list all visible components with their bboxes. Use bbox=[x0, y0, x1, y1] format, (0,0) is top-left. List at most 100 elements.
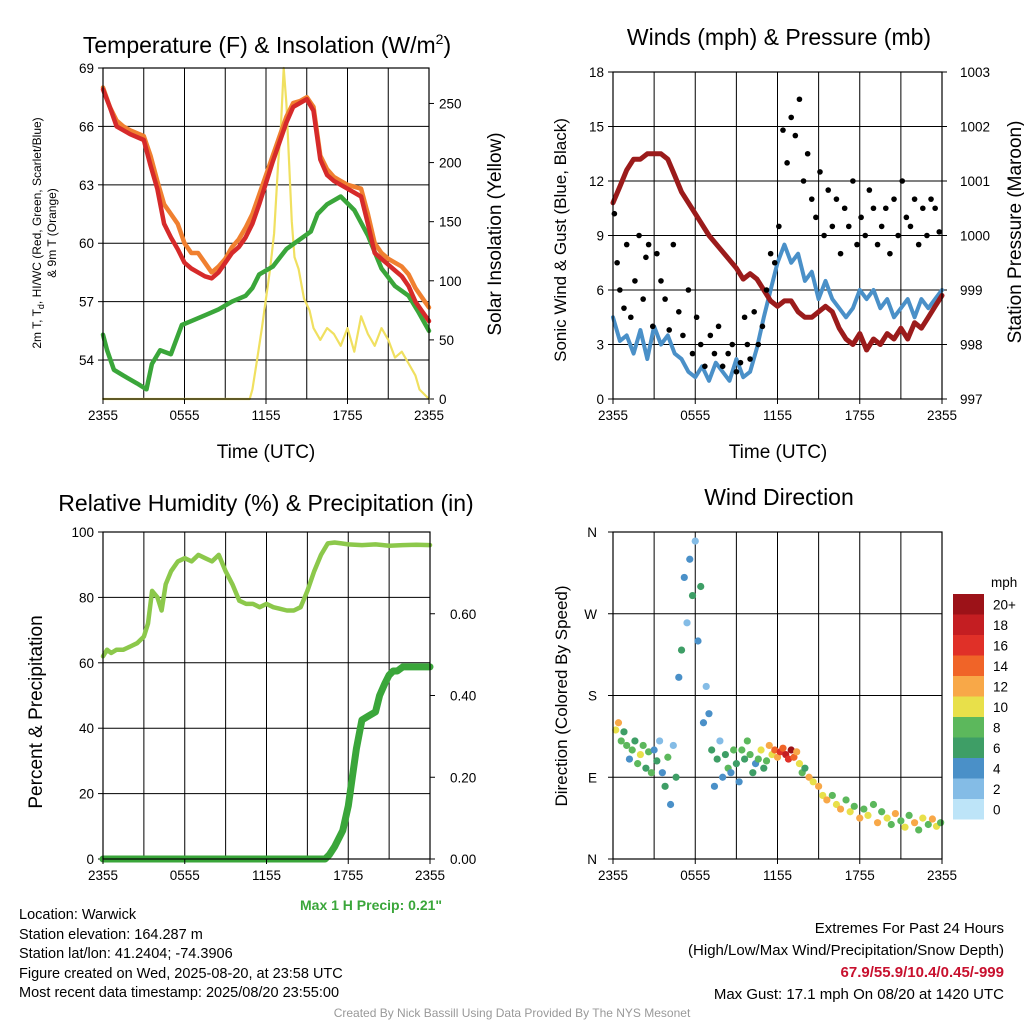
direction-point bbox=[634, 760, 642, 768]
direction-point bbox=[620, 728, 628, 736]
direction-point bbox=[675, 673, 683, 681]
direction-point bbox=[828, 791, 836, 800]
direction-point bbox=[653, 757, 661, 765]
direction-point bbox=[697, 582, 705, 591]
gust-point bbox=[870, 205, 877, 212]
gust-point bbox=[788, 114, 795, 121]
gust-point bbox=[707, 332, 714, 339]
extremes-values: 67.9/55.9/10.4/0.45/-999 bbox=[840, 964, 1004, 981]
direction-point bbox=[919, 814, 927, 822]
legend-swatch bbox=[953, 635, 984, 656]
direction-point bbox=[680, 573, 688, 582]
gust-point bbox=[755, 341, 762, 348]
direction-point bbox=[686, 555, 694, 563]
gust-point bbox=[874, 241, 881, 248]
direction-point bbox=[636, 750, 645, 759]
y2-tick-label: 200 bbox=[439, 156, 462, 171]
x-tick-label: 1155 bbox=[763, 408, 792, 423]
direction-point bbox=[688, 591, 697, 600]
gust-point bbox=[796, 96, 803, 103]
direction-point bbox=[716, 737, 724, 745]
pressure-line bbox=[610, 151, 945, 353]
direction-point bbox=[631, 737, 639, 745]
gust-point bbox=[763, 287, 770, 293]
x-tick-label: 0555 bbox=[170, 868, 200, 883]
gust-point bbox=[689, 350, 696, 357]
y-tick-label: 80 bbox=[79, 590, 94, 605]
panel-title: Winds (mph) & Pressure (mb) bbox=[627, 24, 931, 50]
direction-point bbox=[757, 746, 765, 754]
direction-point bbox=[915, 826, 923, 834]
direction-point bbox=[765, 741, 773, 750]
y-tick-label: 3 bbox=[596, 338, 604, 353]
extremes-info: Extremes For Past 24 Hours (High/Low/Max… bbox=[688, 918, 1004, 1006]
extremes-title: Extremes For Past 24 Hours bbox=[814, 920, 1004, 937]
x-tick-label: 0555 bbox=[680, 868, 710, 883]
direction-point bbox=[661, 782, 669, 790]
gust-point bbox=[932, 205, 938, 212]
direction-point bbox=[617, 737, 625, 745]
direction-point bbox=[809, 778, 817, 786]
direction-point bbox=[860, 805, 868, 813]
gust-point bbox=[792, 132, 799, 139]
legend-swatch bbox=[953, 799, 984, 820]
gust-point bbox=[804, 150, 811, 157]
latlon-text: Station lat/lon: 41.2404; -74.3906 bbox=[19, 946, 233, 962]
gust-point bbox=[636, 232, 642, 239]
gust-point bbox=[666, 327, 673, 333]
x-tick-label: 1755 bbox=[845, 408, 875, 423]
direction-point bbox=[708, 746, 716, 754]
gust-point bbox=[628, 314, 634, 321]
direction-point bbox=[683, 619, 691, 627]
gust-point bbox=[854, 241, 860, 248]
y-axis-label: Direction (Colored By Speed) bbox=[552, 585, 571, 806]
gust-point bbox=[697, 341, 704, 348]
gust-point bbox=[813, 214, 819, 221]
y-tick-label: 63 bbox=[79, 178, 94, 193]
y-tick-label: E bbox=[588, 770, 597, 785]
x-tick-label: 1755 bbox=[845, 868, 875, 883]
legend-swatch bbox=[953, 676, 984, 697]
y2-tick-label: 0.40 bbox=[450, 689, 476, 704]
gust-point bbox=[891, 196, 897, 202]
direction-point bbox=[694, 637, 702, 645]
direction-point bbox=[897, 817, 905, 825]
direction-point bbox=[779, 744, 787, 752]
direction-point bbox=[623, 741, 631, 750]
legend-label: 8 bbox=[993, 720, 1001, 735]
direction-point bbox=[842, 796, 850, 804]
y2-tick-label: 0 bbox=[439, 392, 447, 407]
gust-point bbox=[936, 229, 943, 235]
legend-label: 4 bbox=[993, 761, 1001, 776]
elevation-text: Station elevation: 164.287 m bbox=[19, 926, 203, 943]
y2-tick-label: 0.20 bbox=[450, 770, 476, 785]
x-tick-label: 2355 bbox=[927, 868, 957, 883]
y-tick-label: 60 bbox=[79, 236, 94, 251]
gust-point bbox=[654, 250, 660, 257]
gust-point bbox=[617, 287, 623, 293]
gust-point bbox=[662, 296, 668, 302]
direction-point bbox=[612, 726, 620, 734]
gust-point bbox=[771, 259, 778, 266]
direction-point bbox=[702, 682, 710, 691]
gust-point bbox=[882, 205, 889, 212]
y-tick-label: 54 bbox=[79, 353, 95, 368]
direction-point bbox=[924, 820, 932, 829]
gust-point bbox=[715, 323, 722, 330]
direction-point bbox=[672, 773, 680, 781]
y-tick-label: 15 bbox=[589, 120, 604, 135]
max-precip-label: Max 1 H Precip: 0.21" bbox=[300, 897, 443, 913]
gust-point bbox=[744, 341, 751, 348]
direction-point bbox=[760, 764, 768, 772]
x-tick-label: 2355 bbox=[414, 408, 444, 423]
direction-point bbox=[699, 719, 708, 727]
gust-point bbox=[614, 259, 620, 266]
humidity-panel: 0 20 40 60 80 100 0.00 0.20 0.40 0.60 2355 0555 1155… bbox=[26, 490, 476, 883]
direction-point bbox=[738, 746, 746, 754]
extremes-fields: (High/Low/Max Wind/Precipitation/Snow De… bbox=[688, 942, 1004, 959]
panel-title: Wind Direction bbox=[704, 484, 854, 510]
y-axis-label-line2: & 9m T (Orange) bbox=[45, 188, 59, 278]
y-tick-label: 69 bbox=[79, 61, 94, 76]
gust-point bbox=[676, 309, 682, 315]
y-tick-label: 0 bbox=[86, 852, 94, 867]
